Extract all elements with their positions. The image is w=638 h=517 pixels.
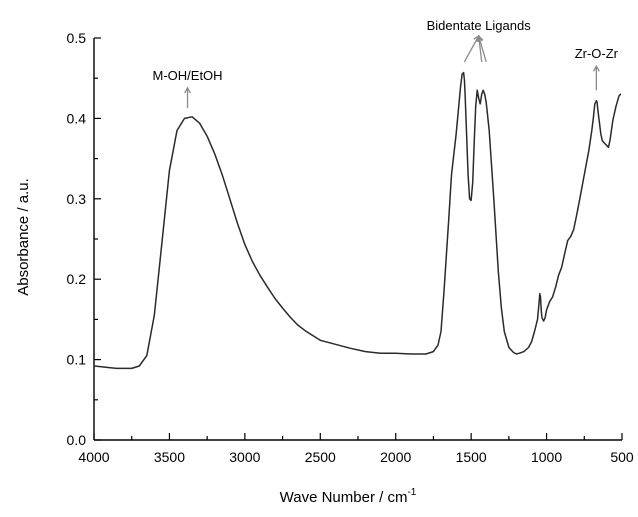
series-group (93, 71, 622, 370)
x-axis-label-main: Wave Number / cm (280, 489, 408, 506)
y-tick-label: 0.3 (67, 191, 87, 207)
x-tick-label: 4000 (78, 449, 109, 465)
x-tick-label: 2500 (305, 449, 336, 465)
annotation-arrow-head (476, 34, 484, 42)
y-tick-label: 0.4 (67, 110, 87, 126)
annotations-group: M-OH/EtOH Bidentate Ligands Zr-O-Zr (153, 18, 619, 108)
y-tick-label: 0.1 (67, 352, 87, 368)
y-tick-label: 0.0 (67, 432, 87, 448)
x-tick-label: 2000 (380, 449, 411, 465)
annotation-arrow (478, 35, 487, 63)
x-tick-label: 500 (610, 449, 634, 465)
x-tick-label: 3000 (229, 449, 260, 465)
annotation-arrow (478, 35, 483, 63)
annotation-arrow-head (184, 86, 191, 94)
annotation-arrow-head (592, 64, 600, 72)
x-tick-label: 1000 (531, 449, 562, 465)
ticks-group: 0.0 0.1 0.2 0.3 0.4 0.5 4000 3500 3000 2500 2000 15… (67, 30, 634, 465)
x-tick-label: 1500 (456, 449, 487, 465)
annotation-label: Bidentate Ligands (427, 18, 532, 33)
x-axis-label-superscript: -1 (407, 487, 416, 498)
x-axis-label: Wave Number / cm-1 (280, 487, 417, 506)
y-tick-label: 0.5 (67, 30, 87, 46)
y-axis-label: Absorbance / a.u. (15, 178, 32, 296)
x-tick-label: 3500 (154, 449, 185, 465)
annotation-label: M-OH/EtOH (153, 68, 223, 83)
axes-group (93, 38, 622, 441)
spectrum-series-line (93, 71, 622, 370)
y-tick-label: 0.2 (67, 271, 87, 287)
annotation-label: Zr-O-Zr (575, 46, 619, 61)
